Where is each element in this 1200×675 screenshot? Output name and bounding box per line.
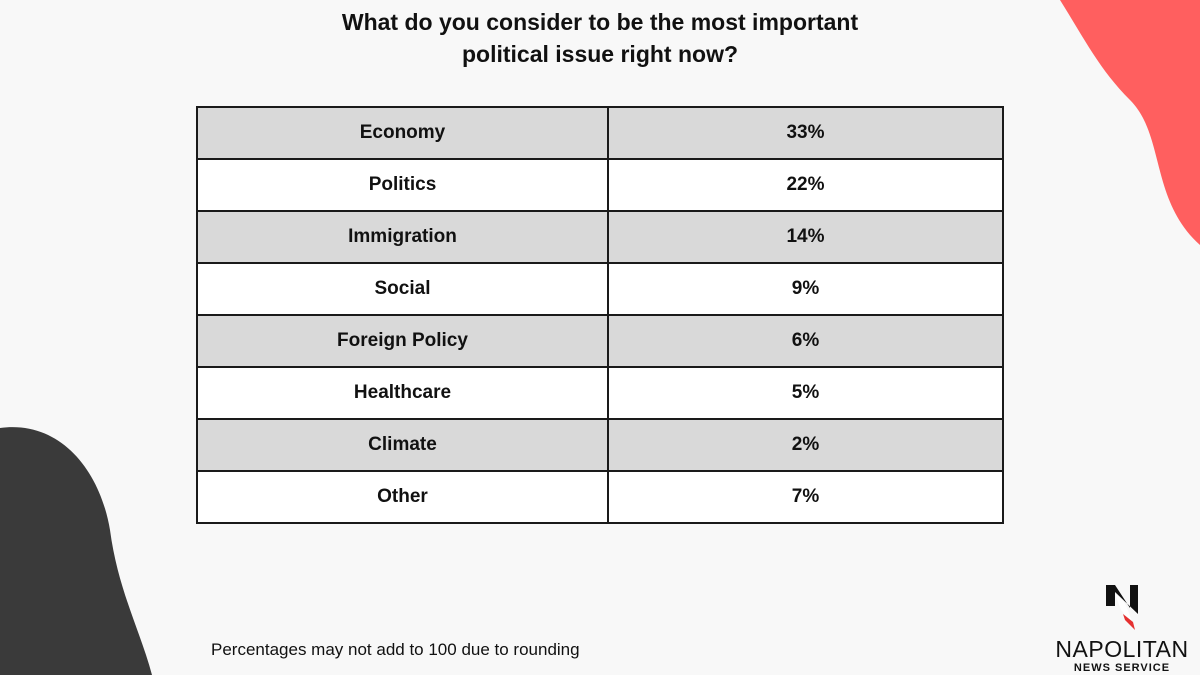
results-table: Economy 33% Politics 22% Immigration 14% Socia… xyxy=(196,106,1004,524)
issue-label: Climate xyxy=(196,418,609,472)
title-line-1: What do you consider to be the most impo… xyxy=(341,9,859,35)
issue-label: Other xyxy=(196,470,609,524)
title-line-2: political issue right now? xyxy=(461,41,739,67)
issue-label: Economy xyxy=(196,106,609,160)
issue-label: Foreign Policy xyxy=(196,314,609,368)
dark-blob xyxy=(0,427,152,675)
issue-percentage: 2% xyxy=(607,418,1004,472)
table-row: Immigration 14% xyxy=(196,210,1004,264)
napolitan-logo: NAPOLITAN NEWS SERVICE xyxy=(1052,584,1192,674)
page-title: What do you consider to be the most impo… xyxy=(250,6,950,70)
table-row: Politics 22% xyxy=(196,158,1004,212)
logo-name: NAPOLITAN xyxy=(1055,636,1189,662)
logo-n-icon xyxy=(1106,585,1138,630)
issue-percentage: 6% xyxy=(607,314,1004,368)
issue-label: Politics xyxy=(196,158,609,212)
table-row: Other 7% xyxy=(196,470,1004,524)
issue-percentage: 5% xyxy=(607,366,1004,420)
issue-label: Immigration xyxy=(196,210,609,264)
table-row: Climate 2% xyxy=(196,418,1004,472)
issue-percentage: 14% xyxy=(607,210,1004,264)
logo-tagline: NEWS SERVICE xyxy=(1073,662,1171,674)
table-row: Social 9% xyxy=(196,262,1004,316)
issue-label: Healthcare xyxy=(196,366,609,420)
red-blob xyxy=(1060,0,1200,245)
issue-percentage: 22% xyxy=(607,158,1004,212)
table-row: Healthcare 5% xyxy=(196,366,1004,420)
issue-label: Social xyxy=(196,262,609,316)
table-row: Foreign Policy 6% xyxy=(196,314,1004,368)
issue-percentage: 33% xyxy=(607,106,1004,160)
footnote: Percentages may not add to 100 due to ro… xyxy=(211,640,580,659)
issue-percentage: 9% xyxy=(607,262,1004,316)
table-row: Economy 33% xyxy=(196,106,1004,160)
issue-percentage: 7% xyxy=(607,470,1004,524)
